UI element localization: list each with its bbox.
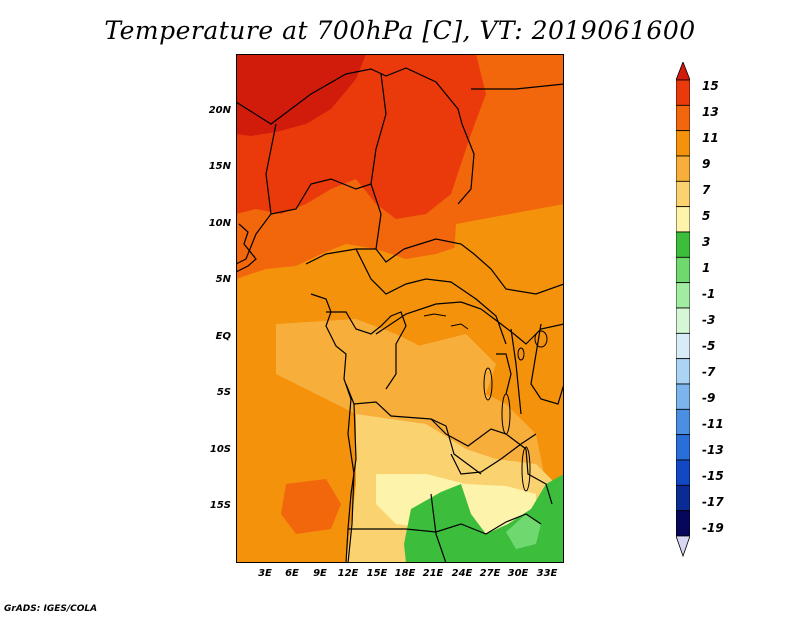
lon-label-33e: 33E	[536, 568, 558, 579]
colorbar-cell	[676, 180, 690, 208]
lon-label-30e: 30E	[507, 568, 529, 579]
lat-label-5n: 5N	[215, 274, 231, 285]
colorbar-label-11: 11	[702, 131, 719, 145]
colorbar-cell	[676, 130, 690, 157]
lat-label-15n: 15N	[208, 161, 231, 172]
colorbar-cell	[676, 104, 690, 132]
temp-band-11-sw	[281, 479, 341, 534]
temp-band-15	[236, 54, 366, 136]
color-bar	[676, 62, 690, 558]
colorbar-cell	[676, 459, 690, 486]
lat-label-20n: 20N	[208, 105, 231, 116]
colorbar-label-15: 15	[702, 79, 719, 93]
colorbar-cell	[676, 484, 690, 512]
lakes	[423, 313, 548, 492]
lon-label-18e: 18E	[394, 568, 416, 579]
colorbar-label-1: 1	[702, 261, 711, 275]
colorbar-label-m9: -9	[702, 391, 716, 405]
colorbar-cell	[676, 231, 690, 258]
colorbar-bottom-arrow	[676, 535, 690, 558]
colorbar-cell	[676, 79, 690, 106]
lat-label-eq: EQ	[215, 331, 231, 342]
temp-band-7	[276, 319, 546, 494]
country-borders	[236, 67, 564, 563]
lon-label-15e: 15E	[366, 568, 388, 579]
temp-band-9-east	[451, 204, 564, 394]
temp-band-minus1	[506, 514, 541, 549]
colorbar-label-m13: -13	[702, 443, 724, 457]
colorbar-label-13: 13	[702, 105, 719, 119]
temp-band-7-center	[386, 334, 496, 394]
colorbar-label-m5: -5	[702, 339, 716, 353]
lat-label-10n: 10N	[208, 218, 231, 229]
colorbar-top-arrow	[676, 62, 690, 81]
map-frame	[236, 54, 564, 563]
lon-label-12e: 12E	[337, 568, 359, 579]
colorbar-cell	[676, 256, 690, 284]
map-canvas	[236, 54, 564, 563]
colorbar-label-m3: -3	[702, 313, 716, 327]
lon-label-3e: 3E	[258, 568, 272, 579]
grads-credit: GrADS: IGES/COLA	[4, 604, 98, 614]
map-title: Temperature at 700hPa [C], VT: 201906160…	[104, 16, 696, 45]
lon-label-9e: 9E	[313, 568, 327, 579]
colorbar-cell	[676, 408, 690, 436]
colorbar-cell	[676, 332, 690, 360]
colorbar-cell	[676, 155, 690, 182]
lon-label-24e: 24E	[451, 568, 473, 579]
colorbar-label-m19: -19	[702, 521, 724, 535]
colorbar-cell	[676, 358, 690, 385]
coastline	[236, 223, 257, 273]
temperature-map	[236, 54, 564, 563]
lon-label-6e: 6E	[285, 568, 299, 579]
colorbar-label-3: 3	[702, 235, 711, 249]
lat-label-15s: 15S	[209, 500, 231, 511]
colorbar-label-m7: -7	[702, 365, 716, 379]
coastline-south	[310, 293, 355, 563]
colorbar-label-5: 5	[702, 209, 711, 223]
colorbar-label-7: 7	[702, 183, 711, 197]
lon-label-27e: 27E	[479, 568, 501, 579]
lon-label-21e: 21E	[422, 568, 444, 579]
colorbar-cell	[676, 383, 690, 410]
colorbar-cell	[676, 206, 690, 233]
colorbar-cells	[676, 79, 690, 537]
colorbar-cell	[676, 510, 690, 537]
colorbar-label-m1: -1	[702, 287, 716, 301]
colorbar-cell	[676, 434, 690, 461]
colorbar-cell	[676, 282, 690, 309]
colorbar-label-m11: -11	[702, 417, 724, 431]
colorbar-label-m17: -17	[702, 495, 724, 509]
lat-label-10s: 10S	[209, 444, 231, 455]
colorbar-label-9: 9	[702, 157, 711, 171]
lat-label-5s: 5S	[216, 387, 231, 398]
colorbar-cell	[676, 307, 690, 334]
colorbar-label-m15: -15	[702, 469, 724, 483]
